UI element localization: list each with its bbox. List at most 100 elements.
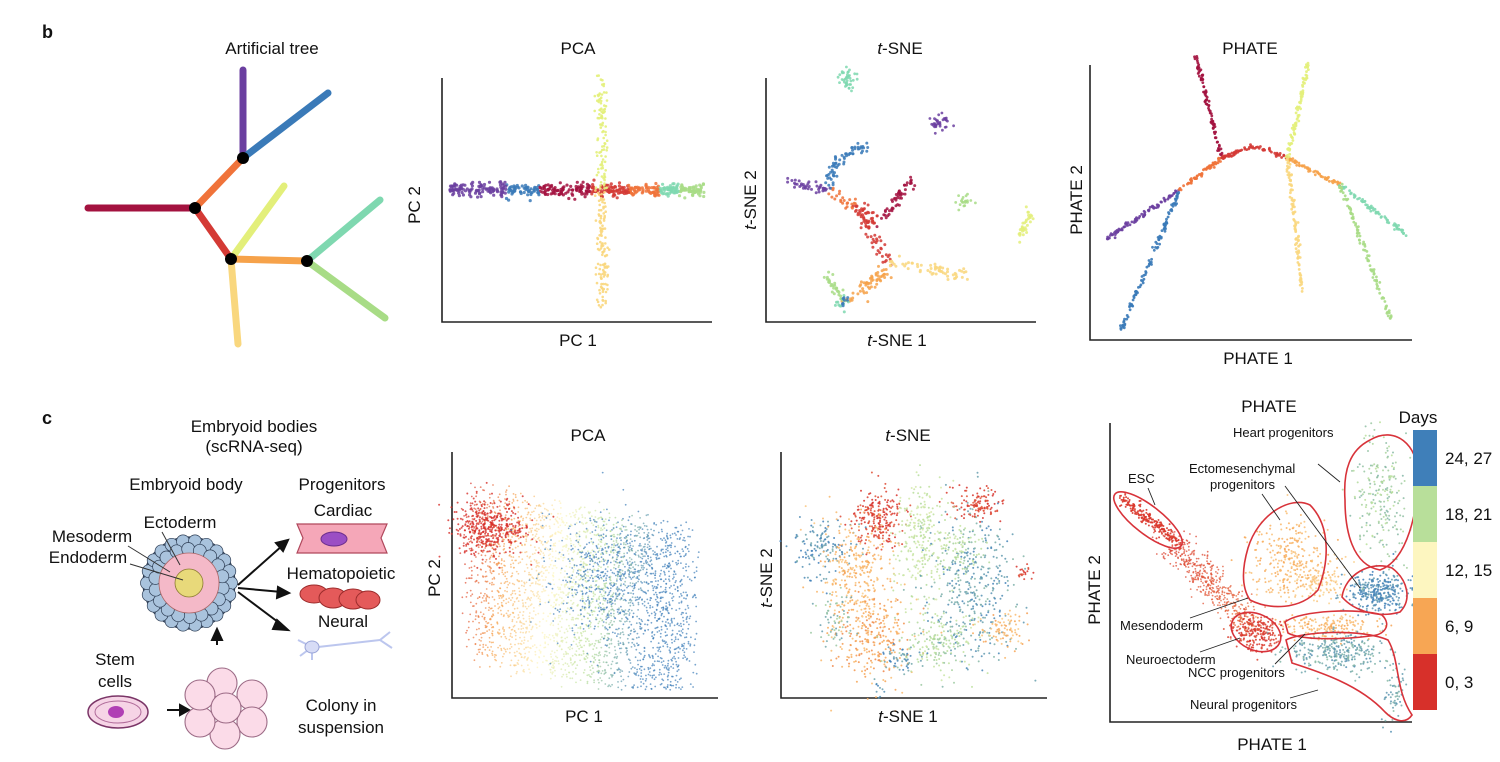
legend-label: 0, 3: [1445, 673, 1473, 692]
panel-letter-b: b: [42, 22, 53, 42]
legend-label: 18, 21: [1445, 505, 1492, 524]
tree-title: Artificial tree: [225, 39, 319, 58]
ann-esc: ESC: [1128, 471, 1155, 486]
phate-b-scatter: [1105, 55, 1408, 331]
tree-branch-lightorange: [227, 255, 311, 265]
neural-soma: [304, 640, 320, 654]
phate-b-axes: [1089, 65, 1412, 341]
tsne-b-xlabel: t-SNE 1: [867, 331, 927, 350]
phate-c-xlabel: PHATE 1: [1237, 735, 1307, 754]
mesoderm-label: Mesoderm: [52, 527, 132, 546]
legend-label: 6, 9: [1445, 617, 1473, 636]
ann-heart: Heart progenitors: [1233, 425, 1334, 440]
pca-c-title: PCA: [571, 426, 607, 445]
ann-ncc: NCC progenitors: [1188, 665, 1285, 680]
pca-b-ylabel: PC 2: [405, 186, 424, 224]
stem-cell-nucleus: [108, 706, 124, 718]
cardiac-label: Cardiac: [314, 501, 373, 520]
tsne-b-scatter: [786, 65, 1035, 314]
hematopoietic-label: Hematopoietic: [287, 564, 396, 583]
phate-c-scatter: [1118, 421, 1422, 733]
legend-swatch: [1413, 430, 1437, 486]
colony-label-2: suspension: [298, 718, 384, 737]
progenitors-label: Progenitors: [299, 475, 386, 494]
stem-label-2: cells: [98, 672, 132, 691]
legend-label: 12, 15: [1445, 561, 1492, 580]
neural-outline: [1285, 631, 1413, 722]
days-legend: Days 24, 27 18, 21 12, 15 6, 9 0, 3: [1399, 408, 1492, 710]
embryoid-schematic: Embryoid bodies (scRNA-seq) Embryoid bod…: [49, 417, 396, 750]
ectoderm-label: Ectoderm: [144, 513, 217, 532]
phate-c-cluster-outlines: [1112, 434, 1419, 722]
pca-b-scatter: [448, 74, 706, 309]
pca-b-title: PCA: [561, 39, 597, 58]
ann-mesendoderm: Mesendoderm: [1120, 618, 1203, 633]
legend-title: Days: [1399, 408, 1438, 427]
tsne-c-title: t-SNE: [885, 426, 930, 445]
phate-c-annotations: ESC Heart progenitors Ectomesenchymal pr…: [1120, 425, 1361, 712]
legend-swatches: 24, 27 18, 21 12, 15 6, 9 0, 3: [1413, 430, 1492, 710]
phate-c-axes: [1109, 423, 1412, 723]
tree-node: [225, 253, 237, 265]
legend-swatch: [1413, 486, 1437, 542]
tree-node: [301, 255, 313, 267]
tree-branch-yellow: [227, 255, 242, 348]
ann-neuroectoderm: Neuroectoderm: [1126, 652, 1216, 667]
mesendoderm-outline: [1230, 611, 1282, 653]
panel-letter-c: c: [42, 408, 52, 428]
phate-b-xlabel: PHATE 1: [1223, 349, 1293, 368]
tsne-c-xlabel: t-SNE 1: [878, 707, 938, 726]
embryoid-body-cells: [140, 534, 238, 632]
cardiac-nucleus: [320, 531, 348, 547]
neural-label: Neural: [318, 612, 368, 631]
endoderm-label: Endoderm: [49, 548, 127, 567]
ectomesenchymal-outline: [1242, 501, 1327, 608]
legend-label: 24, 27: [1445, 449, 1492, 468]
ann-ecto-1: Ectomesenchymal: [1189, 461, 1295, 476]
tsne-c-axes: [780, 452, 1047, 699]
pca-b-xlabel: PC 1: [559, 331, 597, 350]
artificial-tree: [84, 66, 389, 348]
stem-cell-inner: [94, 700, 142, 724]
tsne-b-ylabel: t-SNE 2: [741, 170, 760, 230]
pca-b-axes: [441, 78, 712, 323]
phate-c-title: PHATE: [1241, 397, 1296, 416]
colony-label-1: Colony in: [306, 696, 377, 715]
legend-swatch: [1413, 542, 1437, 598]
stem-label-1: Stem: [95, 650, 135, 669]
pca-c-scatter: [438, 471, 700, 691]
pca-c-xlabel: PC 1: [565, 707, 603, 726]
legend-swatch: [1413, 654, 1437, 710]
tree-node: [237, 152, 249, 164]
tree-branch-teal: [303, 196, 384, 265]
tsne-b-title: t-SNE: [877, 39, 922, 58]
heart-outline: [1343, 434, 1419, 571]
schematic-title-1: Embryoid bodies: [191, 417, 318, 436]
tree-branch-green: [303, 257, 389, 322]
tree-node: [189, 202, 201, 214]
embryoid-body-label: Embryoid body: [129, 475, 243, 494]
tsne-c-ylabel: t-SNE 2: [757, 548, 776, 608]
tsne-c-scatter: [779, 464, 1037, 713]
ncc-outline: [1284, 610, 1388, 640]
ann-neural: Neural progenitors: [1190, 697, 1297, 712]
ann-ecto-2: progenitors: [1210, 477, 1276, 492]
hematopoietic-cells: [299, 584, 381, 610]
endoderm-pointer: [129, 563, 184, 581]
tsne-b-axes: [765, 78, 1036, 323]
tree-branch-yellowgreen: [227, 182, 288, 263]
mesoderm-pointer: [127, 545, 171, 573]
embryoid-endoderm: [174, 568, 204, 598]
colony: [184, 667, 268, 750]
tree-branch-orange: [191, 154, 247, 212]
pca-c-ylabel: PC 2: [425, 559, 444, 597]
differentiation-arrows: [167, 538, 292, 717]
phate-b-title: PHATE: [1222, 39, 1277, 58]
esc-outline: [1112, 491, 1184, 549]
schematic-title-2: (scRNA-seq): [205, 437, 302, 456]
tree-branch-red: [191, 204, 235, 263]
ectoderm-pointer: [161, 531, 181, 566]
legend-swatch: [1413, 598, 1437, 654]
tree-branch-blue: [239, 89, 332, 162]
